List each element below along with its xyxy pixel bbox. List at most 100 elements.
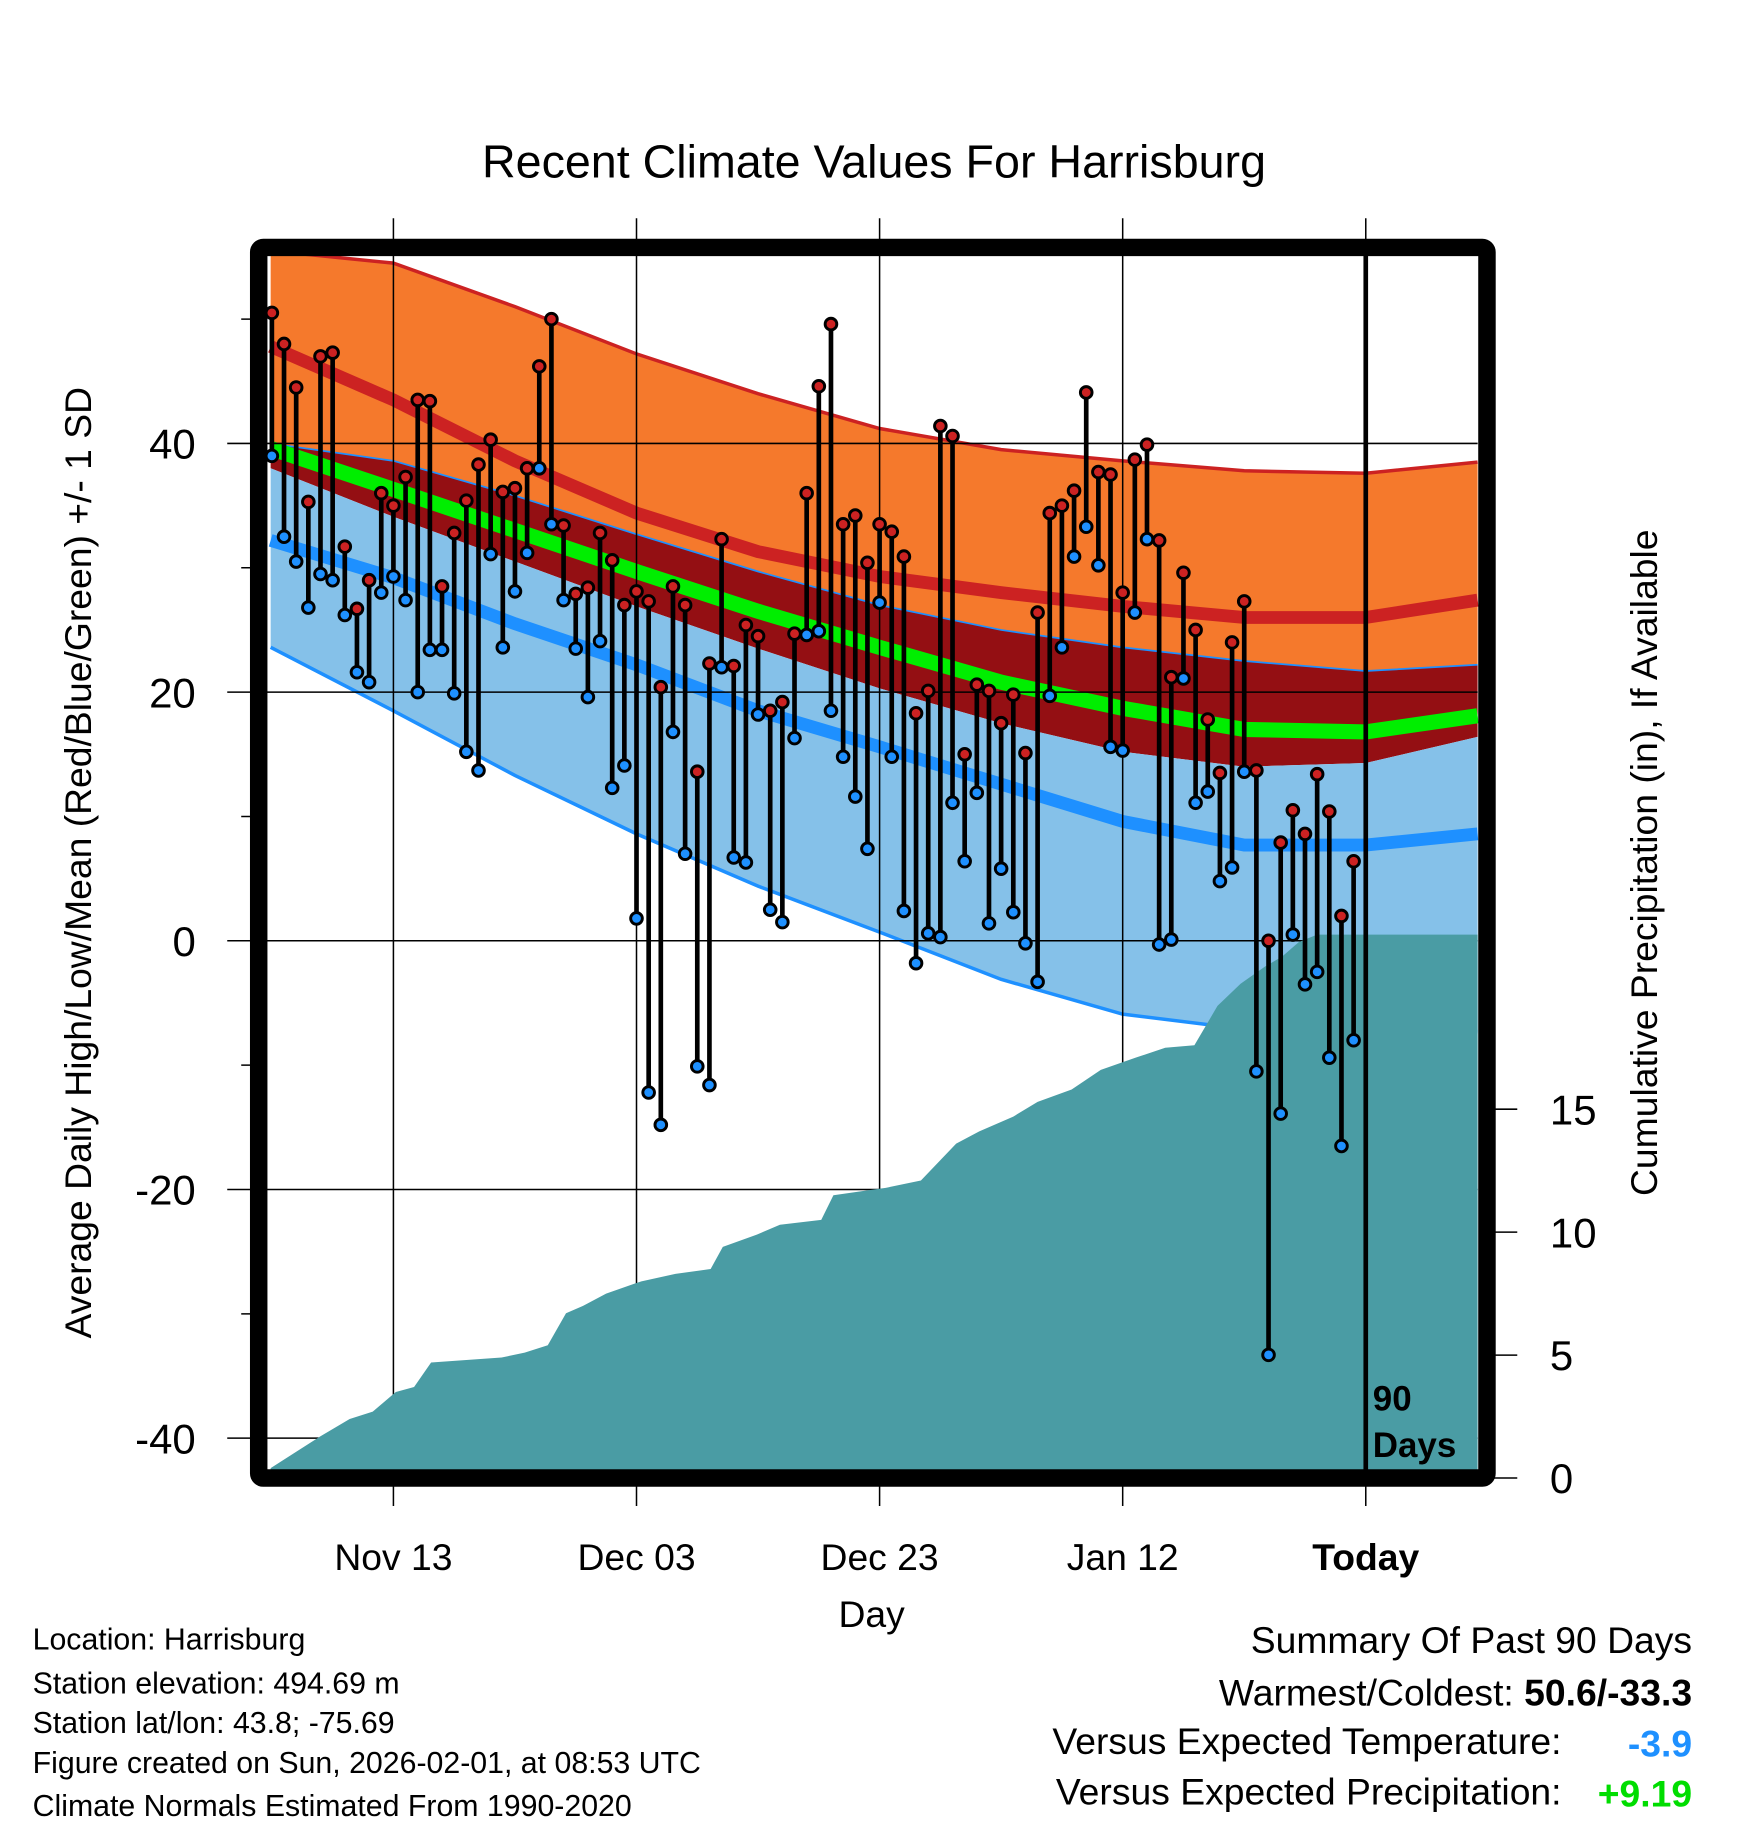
y-tick-label: 0 xyxy=(172,918,195,965)
summary-warm-cold: Warmest/Coldest: 50.6/-33.3 xyxy=(1219,1671,1692,1713)
daily-high-point xyxy=(896,549,912,564)
y2-tick-label: 5 xyxy=(1550,1332,1573,1379)
daily-low-point xyxy=(933,929,948,945)
temp-anomaly-value: -3.9 xyxy=(1628,1723,1692,1765)
daily-low-point xyxy=(1297,977,1313,992)
chart-title: Recent Climate Values For Harrisburg xyxy=(482,136,1266,188)
daily-low-point xyxy=(993,861,1009,876)
y-axis-label: Average Daily High/Low/Mean (Red/Blue/Gr… xyxy=(57,387,99,1338)
x-axis-label: Day xyxy=(839,1593,906,1635)
daily-high-point xyxy=(799,485,814,501)
daily-high-point xyxy=(471,457,486,472)
daily-low-point xyxy=(422,642,438,658)
daily-high-point xyxy=(495,484,511,500)
daily-high-point xyxy=(1018,745,1033,761)
daily-low-point xyxy=(884,749,900,765)
daily-high-point xyxy=(422,393,438,409)
daily-low-point xyxy=(1139,531,1155,547)
daily-low-point xyxy=(896,903,912,919)
daily-high-point xyxy=(592,525,608,541)
x-tick-label: Dec 23 xyxy=(821,1536,939,1578)
daily-high-point xyxy=(945,428,960,444)
daily-high-point xyxy=(750,628,766,644)
daily-low-point xyxy=(835,749,851,765)
daily-high-point xyxy=(434,579,450,594)
daily-high-point xyxy=(677,597,693,613)
daily-low-point xyxy=(945,795,960,811)
daily-high-point xyxy=(337,539,353,554)
daily-low-point xyxy=(1151,937,1167,952)
daily-high-point xyxy=(459,493,474,508)
daily-low-point xyxy=(653,1117,669,1133)
daily-high-point xyxy=(1006,687,1021,702)
daily-high-point xyxy=(981,683,997,699)
daily-low-point xyxy=(459,744,474,760)
daily-low-point xyxy=(1249,1064,1264,1079)
warm-cold-label: Warmest/Coldest: xyxy=(1219,1671,1524,1713)
daily-high-point xyxy=(629,584,644,599)
y-tick-label: 40 xyxy=(149,421,196,468)
daily-high-point xyxy=(1066,483,1082,498)
daily-low-point xyxy=(629,911,644,926)
daily-low-point xyxy=(981,916,997,931)
daily-high-point xyxy=(398,469,413,485)
daily-low-point xyxy=(702,1077,717,1093)
info-normals: Climate Normals Estimated From 1990-2020 xyxy=(33,1790,632,1823)
daily-low-point xyxy=(775,914,790,930)
daily-low-point xyxy=(556,592,571,608)
daily-low-point xyxy=(471,763,486,778)
daily-high-point xyxy=(1200,712,1216,727)
daily-low-point xyxy=(1261,1347,1276,1363)
daily-low-point xyxy=(1078,519,1094,535)
daily-low-point xyxy=(799,627,814,643)
daily-low-point xyxy=(1127,605,1143,620)
today-annotation-line2: Days xyxy=(1373,1426,1457,1465)
daily-high-point xyxy=(641,594,656,609)
daily-high-point xyxy=(1164,669,1179,685)
daily-low-point xyxy=(398,592,413,608)
daily-low-point xyxy=(872,595,887,610)
daily-low-point xyxy=(860,841,875,857)
daily-high-point xyxy=(519,461,535,476)
daily-low-point xyxy=(969,785,985,801)
daily-high-point xyxy=(835,516,851,532)
daily-high-point xyxy=(920,683,936,699)
daily-low-point xyxy=(288,554,304,569)
daily-low-point xyxy=(1018,936,1033,951)
y-tick-label: 20 xyxy=(149,669,196,716)
x-tick-label: Dec 03 xyxy=(577,1536,695,1578)
daily-low-point xyxy=(726,850,742,865)
daily-high-point xyxy=(1115,585,1130,600)
daily-low-point xyxy=(787,730,802,746)
y2-tick-label: 10 xyxy=(1550,1209,1597,1256)
daily-high-point xyxy=(1212,765,1228,781)
summary-panel: Summary Of Past 90 Days Warmest/Coldest:… xyxy=(1052,1619,1692,1815)
precip-anomaly-value: +9.19 xyxy=(1598,1773,1692,1815)
daily-low-point xyxy=(677,846,693,862)
daily-high-point xyxy=(714,531,729,547)
daily-low-point xyxy=(313,566,328,582)
daily-low-point xyxy=(349,664,365,680)
daily-high-point xyxy=(544,311,559,327)
daily-high-point xyxy=(1346,853,1361,869)
daily-low-point xyxy=(665,724,681,740)
daily-low-point xyxy=(738,855,754,870)
daily-low-point xyxy=(266,448,280,464)
daily-high-point xyxy=(957,747,972,762)
daily-low-point xyxy=(1176,671,1191,686)
daily-high-point xyxy=(884,524,900,540)
daily-low-point xyxy=(604,780,620,796)
daily-high-point xyxy=(325,345,340,360)
info-elevation: Station elevation: 494.69 m xyxy=(33,1668,400,1701)
daily-high-point xyxy=(1261,933,1276,949)
x-tick-label: Today xyxy=(1312,1536,1419,1578)
daily-low-point xyxy=(1334,1138,1349,1154)
daily-low-point xyxy=(276,529,292,544)
daily-low-point xyxy=(1054,640,1070,655)
daily-high-point xyxy=(860,555,875,571)
y2-tick-label: 0 xyxy=(1550,1455,1573,1502)
daily-low-point xyxy=(544,516,559,532)
daily-high-point xyxy=(483,432,498,447)
daily-low-point xyxy=(446,686,462,701)
